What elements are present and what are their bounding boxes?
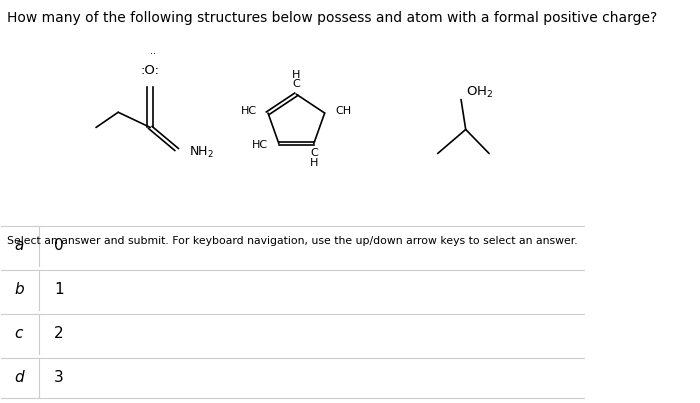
- Text: a: a: [14, 239, 24, 253]
- Text: OH$_2$: OH$_2$: [466, 85, 493, 100]
- Text: 3: 3: [54, 370, 64, 386]
- Text: Select an answer and submit. For keyboard navigation, use the up/down arrow keys: Select an answer and submit. For keyboar…: [7, 235, 578, 245]
- Text: CH: CH: [335, 106, 351, 116]
- Text: 2: 2: [54, 326, 64, 341]
- Text: ··: ··: [150, 49, 156, 59]
- Text: c: c: [15, 326, 23, 341]
- Text: C: C: [310, 148, 318, 158]
- Text: NH$_2$: NH$_2$: [190, 145, 214, 160]
- Text: HC: HC: [252, 141, 268, 150]
- Text: H: H: [292, 70, 300, 80]
- Text: :O:: :O:: [140, 64, 159, 77]
- Text: HC: HC: [241, 106, 258, 116]
- Text: H: H: [309, 158, 318, 168]
- Text: 0: 0: [54, 239, 64, 253]
- Text: d: d: [14, 370, 24, 386]
- Text: C: C: [293, 79, 300, 89]
- Text: 1: 1: [54, 283, 64, 297]
- Text: How many of the following structures below possess and atom with a formal positi: How many of the following structures bel…: [7, 11, 657, 25]
- Text: b: b: [14, 283, 24, 297]
